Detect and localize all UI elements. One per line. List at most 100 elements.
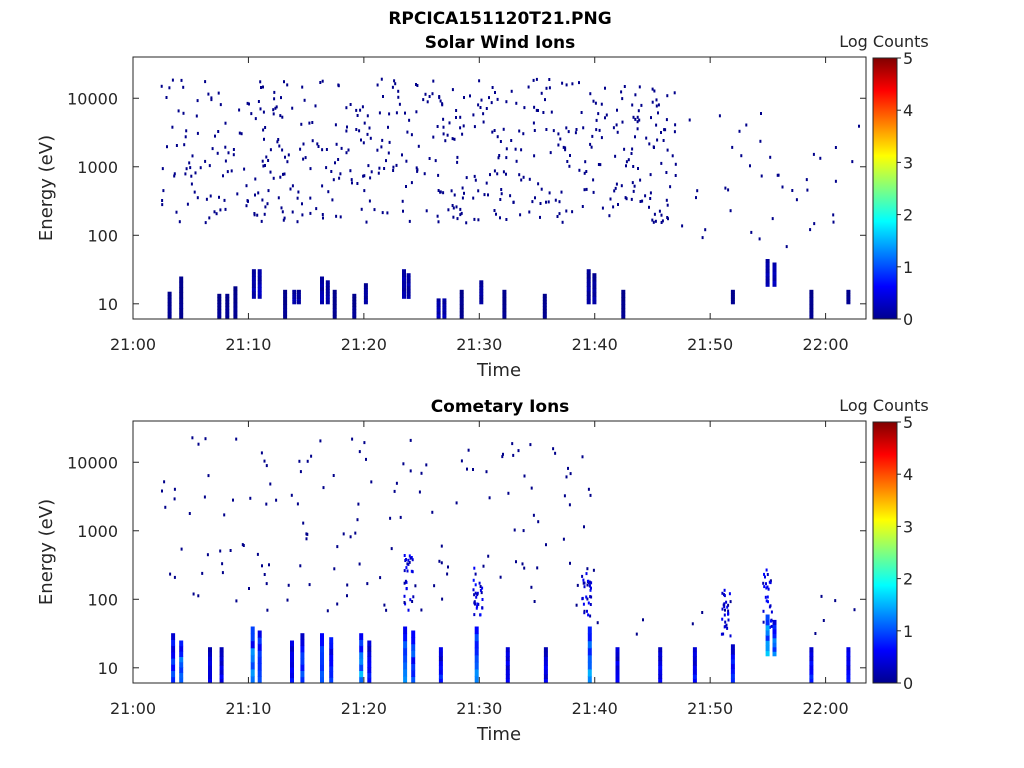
column-cell: [363, 290, 368, 294]
speckle-cell: [639, 178, 642, 182]
speckle-cell: [175, 144, 178, 147]
plume-cell: [763, 572, 765, 576]
column-cell: [846, 302, 851, 305]
speckle-cell: [311, 121, 314, 124]
speckle-cell: [437, 173, 440, 177]
speckle-cell: [190, 182, 193, 186]
column-cell: [730, 668, 735, 674]
speckle-cell: [369, 176, 372, 180]
column-cell: [217, 315, 222, 320]
column-cell: [772, 624, 777, 630]
plume-cell: [404, 579, 407, 583]
speckle-cell: [564, 146, 567, 150]
speckle-cell: [740, 154, 743, 158]
column-cell: [225, 312, 230, 317]
speckle-cell: [441, 597, 444, 601]
speckle-cell: [592, 190, 595, 194]
speckle-cell: [479, 106, 482, 109]
speckle-cell: [438, 95, 441, 98]
speckle-cell: [433, 584, 436, 588]
speckle-cell: [204, 221, 207, 225]
column-cell: [615, 674, 620, 679]
speckle-cell: [211, 147, 214, 151]
column-cell: [411, 630, 416, 638]
plume-cell: [472, 588, 475, 592]
speckle-cell: [302, 157, 305, 161]
plume-cell: [481, 606, 484, 610]
column-cell: [542, 312, 547, 317]
speckle-cell: [638, 85, 641, 89]
speckle-cell: [277, 138, 280, 141]
colorbar-label: Log Counts: [839, 32, 929, 51]
speckle-cell: [360, 207, 363, 211]
speckle-cell: [240, 132, 243, 136]
speckle-cell: [194, 171, 197, 175]
speckle-cell: [224, 145, 227, 149]
column-cell: [325, 283, 330, 287]
column-cell: [592, 288, 597, 293]
plume-cell: [473, 593, 476, 597]
speckle-cell: [442, 125, 445, 129]
speckle-cell: [592, 178, 595, 182]
speckle-cell: [688, 118, 691, 122]
speckle-cell: [388, 112, 391, 116]
column-cell: [403, 654, 408, 663]
speckle-cell: [544, 98, 546, 102]
column-cell: [459, 293, 464, 298]
speckle-cell: [356, 114, 359, 117]
plume-cell: [581, 597, 584, 601]
plume-cell: [476, 593, 479, 597]
plume-cell: [765, 586, 768, 590]
column-cell: [225, 293, 230, 298]
column-cell: [474, 661, 479, 670]
column-cell: [846, 660, 851, 666]
plume-cell: [406, 569, 409, 573]
column-cell: [359, 664, 364, 671]
speckle-cell: [537, 520, 540, 524]
column-cell: [765, 630, 770, 636]
column-cell: [587, 654, 592, 663]
speckle-cell: [178, 220, 181, 224]
column-cell: [179, 640, 184, 647]
column-cell: [592, 284, 597, 289]
speckle-cell: [514, 147, 517, 151]
column-cell: [332, 300, 337, 305]
column-cell: [474, 668, 479, 677]
column-cell: [300, 670, 305, 678]
speckle-cell: [812, 152, 815, 156]
column-cell: [283, 304, 288, 309]
speckle-cell: [383, 167, 386, 170]
column-cell: [402, 283, 406, 288]
plume-cell: [474, 602, 476, 606]
speckle-cell: [431, 510, 434, 514]
colorbar-tick-label: 5: [903, 49, 913, 68]
column-cell: [300, 639, 305, 647]
column-cell: [615, 656, 620, 662]
speckle-cell: [451, 204, 454, 207]
speckle-cell: [635, 632, 638, 636]
speckle-cell: [425, 463, 428, 467]
speckle-cell: [548, 86, 551, 90]
column-cell: [296, 300, 301, 303]
speckle-cell: [638, 118, 641, 122]
column-cell: [290, 651, 294, 657]
speckle-cell: [369, 136, 372, 140]
speckle-cell: [791, 189, 794, 192]
column-cell: [846, 291, 851, 294]
speckle-cell: [450, 189, 453, 193]
speckle-cell: [523, 474, 526, 478]
speckle-cell: [485, 107, 488, 110]
speckle-cell: [279, 175, 282, 179]
speckle-cell: [666, 203, 669, 207]
column-cell: [846, 296, 851, 299]
column-cell: [329, 665, 334, 672]
speckle-cell: [777, 173, 780, 177]
speckle-cell: [515, 560, 517, 564]
speckle-cell: [378, 166, 381, 170]
speckle-cell: [487, 193, 489, 197]
column-cell: [479, 280, 484, 284]
speckle-cell: [511, 442, 514, 446]
speckle-cell: [223, 198, 226, 202]
column-cell: [587, 647, 592, 656]
speckle-cell: [286, 160, 289, 164]
